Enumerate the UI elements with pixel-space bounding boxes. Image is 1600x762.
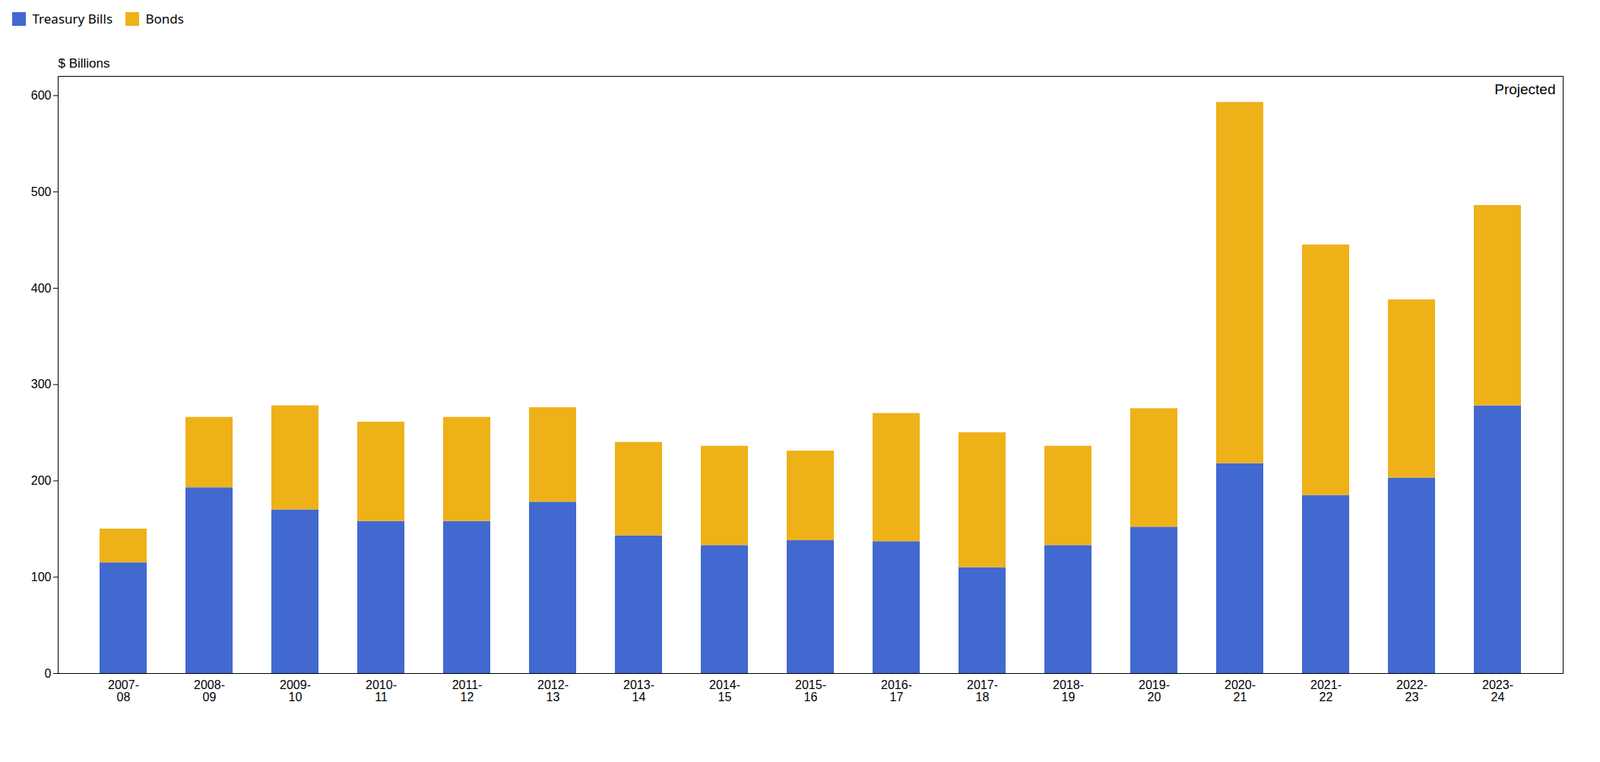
svg-text:2008-09: 2008-09 [193, 678, 225, 704]
svg-text:2017-18: 2017-18 [966, 678, 999, 704]
svg-text:2021-22: 2021-22 [1310, 678, 1342, 704]
svg-text:600: 600 [31, 88, 52, 102]
html-text:Treasury Bills: Treasury Bills [32, 9, 113, 28]
svg-text:100: 100 [31, 570, 52, 583]
svg-text:2018-19: 2018-19 [1052, 678, 1084, 704]
svg-text:2009-10: 2009-10 [279, 678, 311, 704]
svg-text:2022-23: 2022-23 [1396, 678, 1428, 704]
svg-text:2014-15: 2014-15 [709, 678, 741, 704]
svg-text:200: 200 [31, 474, 52, 488]
svg-text:300: 300 [31, 377, 52, 391]
svg-text:0: 0 [44, 666, 52, 680]
svg-text:2007-08: 2007-08 [107, 678, 140, 704]
html-text:Bonds: Bonds [145, 9, 184, 28]
svg-text:2016-17: 2016-17 [880, 678, 913, 704]
svg-text:Projected: Projected [1494, 80, 1556, 97]
svg-text:$ Billions: $ Billions [58, 55, 111, 70]
svg-text:400: 400 [31, 281, 52, 295]
svg-text:2013-14: 2013-14 [623, 678, 655, 704]
svg-text:2019-20: 2019-20 [1138, 678, 1170, 704]
svg-text:2010-11: 2010-11 [365, 678, 397, 704]
svg-text:2011-12: 2011-12 [452, 678, 483, 704]
svg-text:2020-21: 2020-21 [1224, 678, 1256, 704]
svg-text:2012-13: 2012-13 [537, 678, 569, 704]
svg-text:2015-16: 2015-16 [795, 678, 827, 704]
svg-text:500: 500 [31, 184, 52, 198]
svg-text:2023-24: 2023-24 [1482, 678, 1514, 704]
